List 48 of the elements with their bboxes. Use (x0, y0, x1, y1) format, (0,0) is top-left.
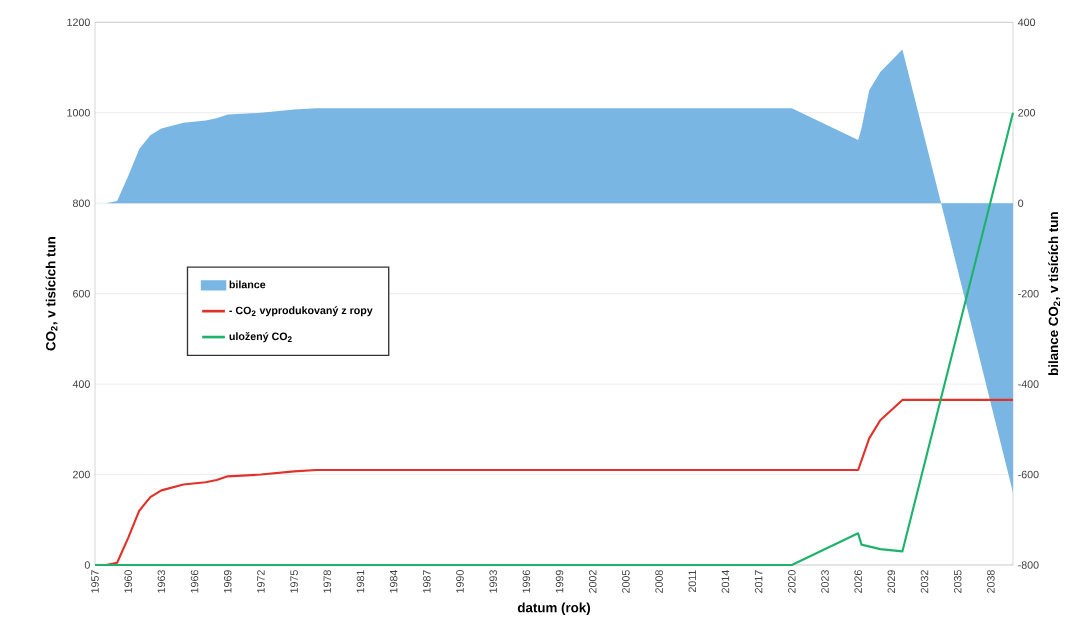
x-tick-label: 1993 (489, 570, 497, 593)
x-tick-label: 1975 (290, 570, 298, 593)
x-tick-label: 1966 (190, 570, 199, 593)
y-tick-label: 0 (84, 561, 90, 569)
x-tick-label: 1990 (456, 570, 464, 593)
x-tick-label: 2011 (688, 570, 697, 593)
x-tick-label: 2017 (754, 570, 763, 593)
x-tick-label: 1987 (423, 570, 431, 593)
y2-tick-label: 200 (1018, 108, 1036, 117)
y-tick-label: 200 (73, 470, 90, 479)
y2-tick-label: -200 (1018, 289, 1039, 298)
y-tick-label: 800 (72, 199, 90, 207)
x-tick-label: 1996 (522, 570, 531, 593)
x-tick-label: 2032 (920, 570, 929, 593)
y-tick-label: 1200 (67, 18, 90, 27)
legend-label: - CO$_{2}$ vyprodukovaný z ropy (229, 306, 373, 317)
x-tick-label: 2002 (588, 570, 597, 593)
x-axis-title: datum (rok) (517, 602, 590, 615)
x-tick-label: 2005 (622, 570, 630, 593)
y-tick-label: 1000 (67, 109, 90, 117)
x-tick-label: 1957 (91, 570, 99, 593)
x-tick-label: 2014 (721, 570, 730, 593)
x-tick-label: 1963 (157, 570, 166, 593)
x-tick-label: 2023 (821, 570, 829, 593)
x-tick-label: 1969 (223, 570, 232, 593)
y-tick-label: 600 (73, 289, 90, 298)
y2-axis-title: bilance CO$_{2}$, v tisících tun (1048, 212, 1061, 375)
x-tick-label: 1999 (555, 570, 564, 593)
legend-label: bilance (229, 280, 266, 289)
y2-tick-label: -600 (1018, 470, 1039, 479)
y-tick-label: 400 (72, 380, 90, 388)
x-tick-label: 2020 (788, 570, 796, 593)
x-tick-label: 2008 (655, 570, 663, 593)
x-tick-label: 2029 (887, 570, 896, 593)
y2-tick-label: 400 (1017, 18, 1036, 27)
y2-tick-label: -800 (1018, 561, 1039, 569)
x-tick-label: 2035 (953, 570, 962, 593)
y2-tick-label: 0 (1018, 199, 1024, 207)
x-tick-label: 1960 (124, 570, 132, 593)
x-tick-label: 1984 (389, 570, 398, 593)
x-tick-label: 1972 (257, 570, 265, 593)
x-tick-label: 2038 (987, 570, 995, 593)
legend-label: uložený CO$_{2}$ (229, 332, 292, 343)
y-axis-title: CO$_{2}$, v tisících tun (45, 237, 58, 351)
x-tick-label: 1981 (356, 570, 365, 593)
y2-tick-label: -400 (1018, 380, 1039, 388)
x-tick-label: 2026 (854, 570, 862, 593)
x-tick-label: 1978 (323, 570, 332, 593)
